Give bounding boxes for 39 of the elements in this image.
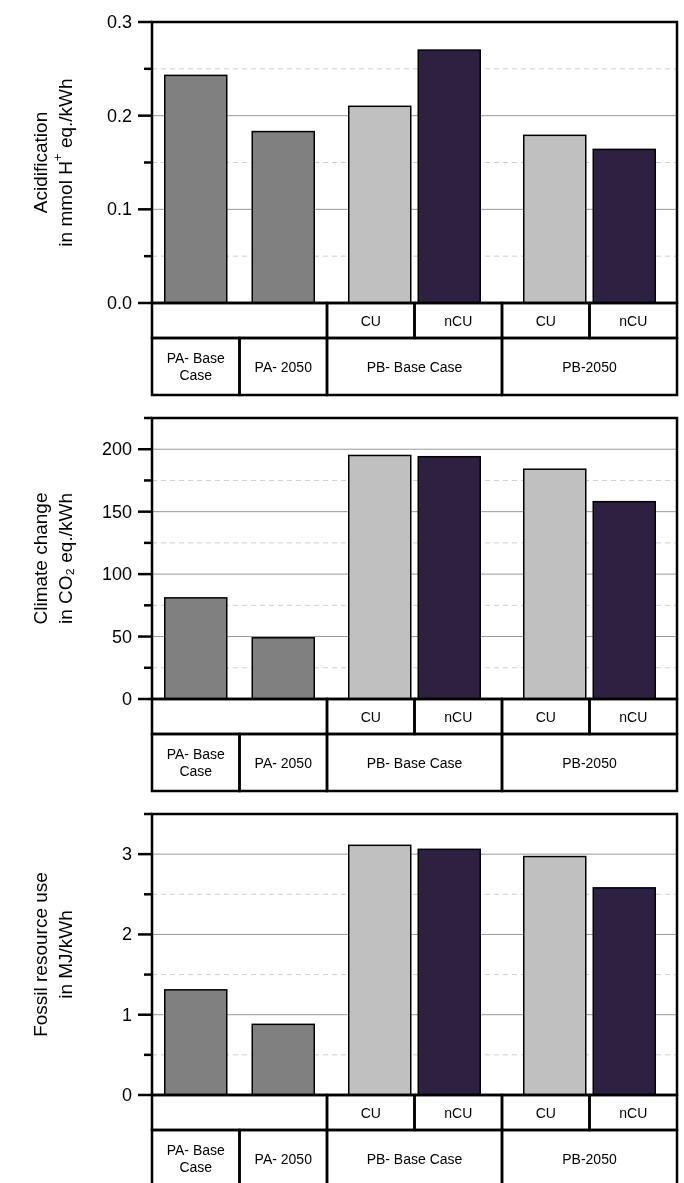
text: nCU xyxy=(619,312,648,329)
y-tick-label: 0 xyxy=(121,689,132,709)
y-axis-title: Climate change in CO₂ eq./kWh xyxy=(29,492,76,625)
series-label: nCU xyxy=(444,1104,473,1121)
y-tick-label: 0.3 xyxy=(106,12,132,32)
y-tick-label: 1 xyxy=(121,1004,132,1025)
y-tick-label: 2 xyxy=(121,924,132,945)
series-label: CU xyxy=(360,1104,381,1121)
y-axis-title: Fossil resource use in MJ/kWh xyxy=(29,872,76,1037)
y-tick-label: 100 xyxy=(101,564,132,585)
x-tick-label: PB- Base Case xyxy=(366,754,463,771)
x-tick-label: PA- 2050 xyxy=(254,754,313,771)
x-tick-label: PB- Base Case xyxy=(366,358,463,375)
y-tick-label: 0.0 xyxy=(106,293,132,313)
text: CU xyxy=(535,312,556,329)
y-tick-label: 0.2 xyxy=(106,105,132,126)
y-tick-label: 50 xyxy=(111,626,132,647)
y-tick-label: 0.1 xyxy=(106,199,132,220)
y-tick-label: 150 xyxy=(101,501,132,522)
x-tick-label: PB-2050 xyxy=(562,358,617,375)
text: nCU xyxy=(619,1104,648,1121)
x-tick-label: PA- Base Case xyxy=(166,350,226,383)
y-tick-label: 0 xyxy=(121,1085,132,1105)
y-tick-label: 200 xyxy=(101,439,132,460)
text: CU xyxy=(535,708,556,725)
x-tick-label: PB-2050 xyxy=(562,1150,617,1167)
y-tick-label: 3 xyxy=(121,844,132,865)
x-tick-label: PB-2050 xyxy=(562,754,617,771)
series-label: nCU xyxy=(444,312,473,329)
x-tick-label: PA- 2050 xyxy=(254,1150,313,1167)
x-tick-label: PA- Base Case xyxy=(166,1142,226,1175)
x-tick-label: PB- Base Case xyxy=(366,1150,463,1167)
x-tick-label: PA- 2050 xyxy=(254,358,313,375)
x-tick-label: PA- Base Case xyxy=(166,746,226,779)
series-label: nCU xyxy=(444,708,473,725)
text: nCU xyxy=(619,708,648,725)
series-label: CU xyxy=(360,708,381,725)
series-label: CU xyxy=(360,312,381,329)
text: CU xyxy=(535,1104,556,1121)
